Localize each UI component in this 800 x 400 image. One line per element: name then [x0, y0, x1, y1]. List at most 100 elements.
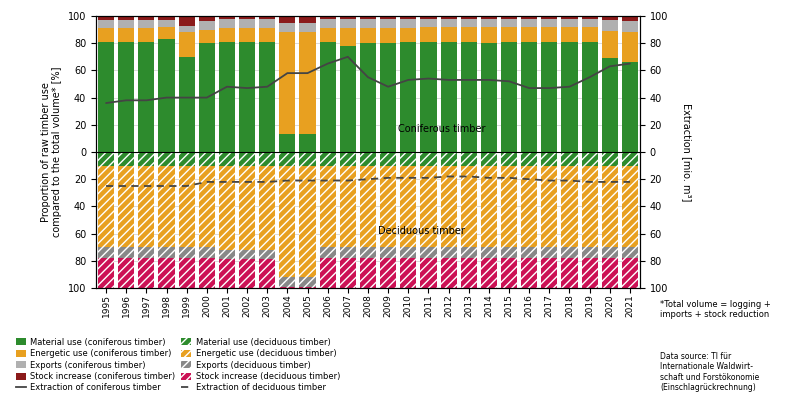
Bar: [158, 247, 174, 258]
Bar: [239, 250, 255, 260]
Bar: [461, 42, 477, 152]
Bar: [501, 27, 517, 42]
Bar: [380, 43, 396, 152]
Bar: [542, 258, 558, 288]
Bar: [542, 42, 558, 152]
Bar: [198, 166, 215, 247]
Bar: [198, 16, 215, 22]
Bar: [118, 166, 134, 247]
Bar: [98, 152, 114, 166]
Bar: [198, 30, 215, 43]
Bar: [602, 166, 618, 247]
Bar: [542, 16, 558, 19]
Bar: [380, 247, 396, 258]
Bar: [582, 247, 598, 258]
Bar: [239, 19, 255, 28]
Bar: [360, 19, 376, 28]
Bar: [481, 166, 497, 247]
Bar: [219, 260, 235, 288]
Bar: [420, 152, 437, 166]
Bar: [622, 247, 638, 258]
Bar: [481, 258, 497, 288]
Bar: [562, 166, 578, 247]
Bar: [380, 19, 396, 28]
Bar: [582, 19, 598, 27]
Bar: [360, 43, 376, 152]
Bar: [219, 42, 235, 152]
Bar: [340, 247, 356, 258]
Bar: [259, 28, 275, 42]
Y-axis label: Extraction [mio. m³]: Extraction [mio. m³]: [682, 103, 692, 201]
Bar: [461, 152, 477, 166]
Bar: [441, 152, 457, 166]
Bar: [138, 20, 154, 28]
Bar: [219, 19, 235, 28]
Bar: [562, 247, 578, 258]
Bar: [259, 19, 275, 28]
Bar: [461, 247, 477, 258]
Bar: [582, 42, 598, 152]
Bar: [320, 16, 336, 19]
Bar: [340, 28, 356, 46]
Bar: [320, 152, 336, 166]
Bar: [279, 23, 295, 32]
Bar: [542, 247, 558, 258]
Bar: [521, 16, 538, 19]
Bar: [259, 42, 275, 152]
Bar: [198, 152, 215, 166]
Bar: [602, 16, 618, 20]
Bar: [360, 28, 376, 43]
Bar: [118, 152, 134, 166]
Bar: [239, 42, 255, 152]
Bar: [441, 42, 457, 152]
Bar: [219, 166, 235, 250]
Bar: [461, 19, 477, 27]
Bar: [521, 166, 538, 247]
Bar: [138, 152, 154, 166]
Bar: [259, 250, 275, 260]
Bar: [602, 258, 618, 288]
Bar: [441, 16, 457, 19]
Text: *Total volume = logging +
imports + stock reduction: *Total volume = logging + imports + stoc…: [660, 300, 770, 319]
Bar: [158, 27, 174, 39]
Bar: [542, 19, 558, 27]
Bar: [420, 247, 437, 258]
Bar: [420, 42, 437, 152]
Bar: [420, 16, 437, 19]
Bar: [198, 43, 215, 152]
Bar: [279, 166, 295, 277]
Bar: [279, 134, 295, 152]
Bar: [562, 19, 578, 27]
Bar: [239, 16, 255, 19]
Bar: [178, 32, 194, 57]
Bar: [441, 247, 457, 258]
Bar: [400, 42, 416, 152]
Bar: [178, 16, 194, 26]
Bar: [320, 28, 336, 42]
Bar: [299, 16, 316, 23]
Bar: [622, 22, 638, 32]
Bar: [158, 152, 174, 166]
Bar: [420, 258, 437, 288]
Bar: [299, 287, 316, 288]
Bar: [602, 247, 618, 258]
Bar: [259, 260, 275, 288]
Bar: [178, 258, 194, 288]
Bar: [178, 26, 194, 32]
Bar: [400, 28, 416, 42]
Bar: [299, 152, 316, 166]
Bar: [622, 152, 638, 166]
Bar: [461, 166, 477, 247]
Bar: [340, 258, 356, 288]
Bar: [178, 247, 194, 258]
Bar: [542, 27, 558, 42]
Bar: [461, 258, 477, 288]
Bar: [481, 247, 497, 258]
Bar: [340, 46, 356, 152]
Bar: [259, 166, 275, 250]
Bar: [118, 42, 134, 152]
Bar: [501, 258, 517, 288]
Bar: [98, 166, 114, 247]
Bar: [562, 152, 578, 166]
Bar: [562, 16, 578, 19]
